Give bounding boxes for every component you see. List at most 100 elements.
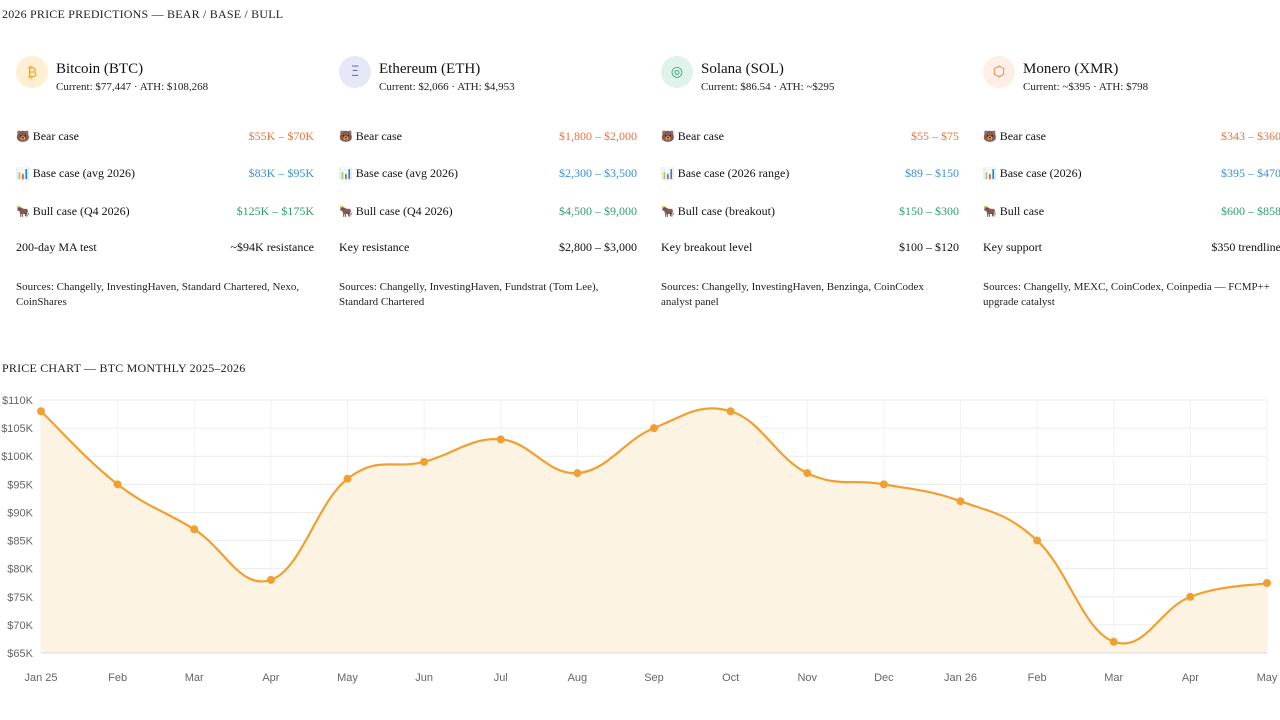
prediction-value: $600 – $858 xyxy=(1221,204,1280,218)
prediction-label: Bull case (Q4 2026) xyxy=(355,204,453,218)
x-tick-label: Feb xyxy=(108,672,127,684)
x-tick-label: Jan 25 xyxy=(24,672,57,684)
coin-name: Monero (XMR) xyxy=(1023,61,1119,77)
prediction-value: $125K – $175K xyxy=(236,204,314,218)
solana-icon: ◎ xyxy=(661,56,693,88)
x-tick-label: Jun xyxy=(415,672,433,684)
bear-icon: 🐻 xyxy=(983,130,997,143)
prediction-value: $350 trendline xyxy=(1211,240,1280,254)
prediction-value: $55K – $70K xyxy=(248,129,314,143)
coin-card: Ξ Ethereum (ETH) Current: $2,066 · ATH: $4… xyxy=(339,52,637,308)
data-point xyxy=(190,525,199,534)
y-tick-label: $65K xyxy=(7,648,33,660)
data-point xyxy=(1109,637,1118,646)
y-tick-label: $100K xyxy=(1,451,33,463)
prediction-value: $89 – $150 xyxy=(905,166,959,180)
prediction-row-plain: 200-day MA test ~$94K resistance xyxy=(16,240,314,260)
prediction-label: Bull case (Q4 2026) xyxy=(32,204,130,218)
prediction-value: $83K – $95K xyxy=(248,166,314,180)
bear-icon: 🐻 xyxy=(16,130,30,143)
prediction-label: Key breakout level xyxy=(661,240,753,254)
x-tick-label: Nov xyxy=(797,672,817,684)
bull-icon: 🐂 xyxy=(339,205,353,218)
prediction-row-bull: 🐂 Bull case (Q4 2026) $4,500 – $9,000 xyxy=(339,204,637,224)
prediction-label: Bear case xyxy=(355,129,403,143)
x-tick-label: Aug xyxy=(568,672,588,684)
coin-card-header: ⬡ Monero (XMR) Current: ~$395 · ATH: $798 xyxy=(983,52,1279,100)
data-point xyxy=(650,424,658,433)
x-tick-label: Sep xyxy=(644,672,664,684)
y-tick-label: $80K xyxy=(7,564,33,576)
prediction-label: Bear case xyxy=(677,129,725,143)
prediction-label: 200-day MA test xyxy=(16,240,97,254)
data-point xyxy=(37,407,45,416)
data-point xyxy=(1186,592,1195,601)
bull-icon: 🐂 xyxy=(16,205,30,218)
prediction-value: $2,300 – $3,500 xyxy=(559,166,637,180)
y-tick-label: $90K xyxy=(7,507,33,519)
data-point xyxy=(496,435,505,444)
prediction-value: $2,800 – $3,000 xyxy=(559,240,637,254)
prediction-value: $4,500 – $9,000 xyxy=(559,204,637,218)
coin-current-ath: Current: $77,447 · ATH: $108,268 xyxy=(56,81,209,93)
coin-card: ₿ Bitcoin (BTC) Current: $77,447 · ATH: $1… xyxy=(16,52,314,308)
coin-current-ath: Current: $2,066 · ATH: $4,953 xyxy=(379,81,515,93)
prediction-row-bear: 🐻 Bear case $1,800 – $2,000 xyxy=(339,129,637,149)
prediction-row-plain: Key breakout level $100 – $120 xyxy=(661,240,959,260)
prediction-row-plain: Key resistance $2,800 – $3,000 xyxy=(339,240,637,260)
monero-icon: ⬡ xyxy=(983,56,1015,88)
prediction-row-base: 📊 Base case (2026 range) $89 – $150 xyxy=(661,166,959,186)
prediction-value: $100 – $120 xyxy=(899,240,959,254)
prediction-value: $150 – $300 xyxy=(899,204,959,218)
y-tick-label: $95K xyxy=(7,479,33,491)
prediction-label: Key support xyxy=(983,240,1042,254)
coin-name: Bitcoin (BTC) xyxy=(56,61,144,77)
data-point xyxy=(879,480,888,489)
prediction-row-bear: 🐻 Bear case $343 – $360 xyxy=(983,129,1280,149)
data-point xyxy=(343,474,352,483)
prediction-label: Bull case (breakout) xyxy=(677,204,775,218)
data-point xyxy=(420,457,429,466)
x-tick-label: Jan 26 xyxy=(944,672,977,684)
prediction-label: Base case (2026) xyxy=(999,166,1082,180)
coin-card-header: Ξ Ethereum (ETH) Current: $2,066 · ATH: $4… xyxy=(339,52,635,100)
coin-current-ath: Current: $86.54 · ATH: ~$295 xyxy=(701,81,835,93)
prediction-label: Key resistance xyxy=(339,240,410,254)
data-point xyxy=(956,497,965,506)
prediction-row-bear: 🐻 Bear case $55K – $70K xyxy=(16,129,314,149)
y-tick-label: $70K xyxy=(7,620,33,632)
y-tick-label: $110K xyxy=(2,395,34,407)
prediction-label: Base case (2026 range) xyxy=(677,166,790,180)
prediction-label: Base case (avg 2026) xyxy=(355,166,458,180)
data-point xyxy=(573,469,582,478)
coin-sources: Sources: Changelly, MEXC, CoinCodex, Coi… xyxy=(983,281,1270,308)
x-tick-label: Mar xyxy=(185,672,204,684)
x-tick-label: Apr xyxy=(1182,672,1199,684)
prediction-value: ~$94K resistance xyxy=(230,240,314,254)
y-tick-label: $75K xyxy=(7,592,33,604)
btc-price-chart: $65K $70K $75K $80K $85K $90K $95K $100K $105K $1… xyxy=(1,395,1278,684)
ethereum-icon: Ξ xyxy=(339,56,371,88)
data-point xyxy=(726,407,735,416)
y-tick-label: $105K xyxy=(1,423,33,435)
prediction-row-bull: 🐂 Bull case (breakout) $150 – $300 xyxy=(661,204,959,224)
bar-chart-icon: 📊 xyxy=(983,167,997,180)
x-tick-label: Dec xyxy=(874,672,894,684)
coin-sources: Sources: Changelly, InvestingHaven, Fund… xyxy=(339,281,599,308)
prediction-row-base: 📊 Base case (avg 2026) $2,300 – $3,500 xyxy=(339,166,637,186)
data-point xyxy=(113,480,122,489)
coin-current-ath: Current: ~$395 · ATH: $798 xyxy=(1023,81,1149,93)
data-point xyxy=(1033,536,1042,545)
bear-icon: 🐻 xyxy=(339,130,353,143)
coin-card-header: ₿ Bitcoin (BTC) Current: $77,447 · ATH: $1… xyxy=(16,52,312,100)
x-tick-label: Apr xyxy=(262,672,279,684)
x-tick-label: Mar xyxy=(1104,672,1123,684)
data-point xyxy=(266,575,275,584)
x-tick-label: Jul xyxy=(494,672,508,684)
prediction-label: Base case (avg 2026) xyxy=(32,166,135,180)
prediction-row-base: 📊 Base case (2026) $395 – $470 xyxy=(983,166,1280,186)
prediction-row-base: 📊 Base case (avg 2026) $83K – $95K xyxy=(16,166,314,186)
bar-chart-icon: 📊 xyxy=(339,167,353,180)
prediction-label: Bear case xyxy=(999,129,1047,143)
coin-name: Ethereum (ETH) xyxy=(379,61,481,77)
